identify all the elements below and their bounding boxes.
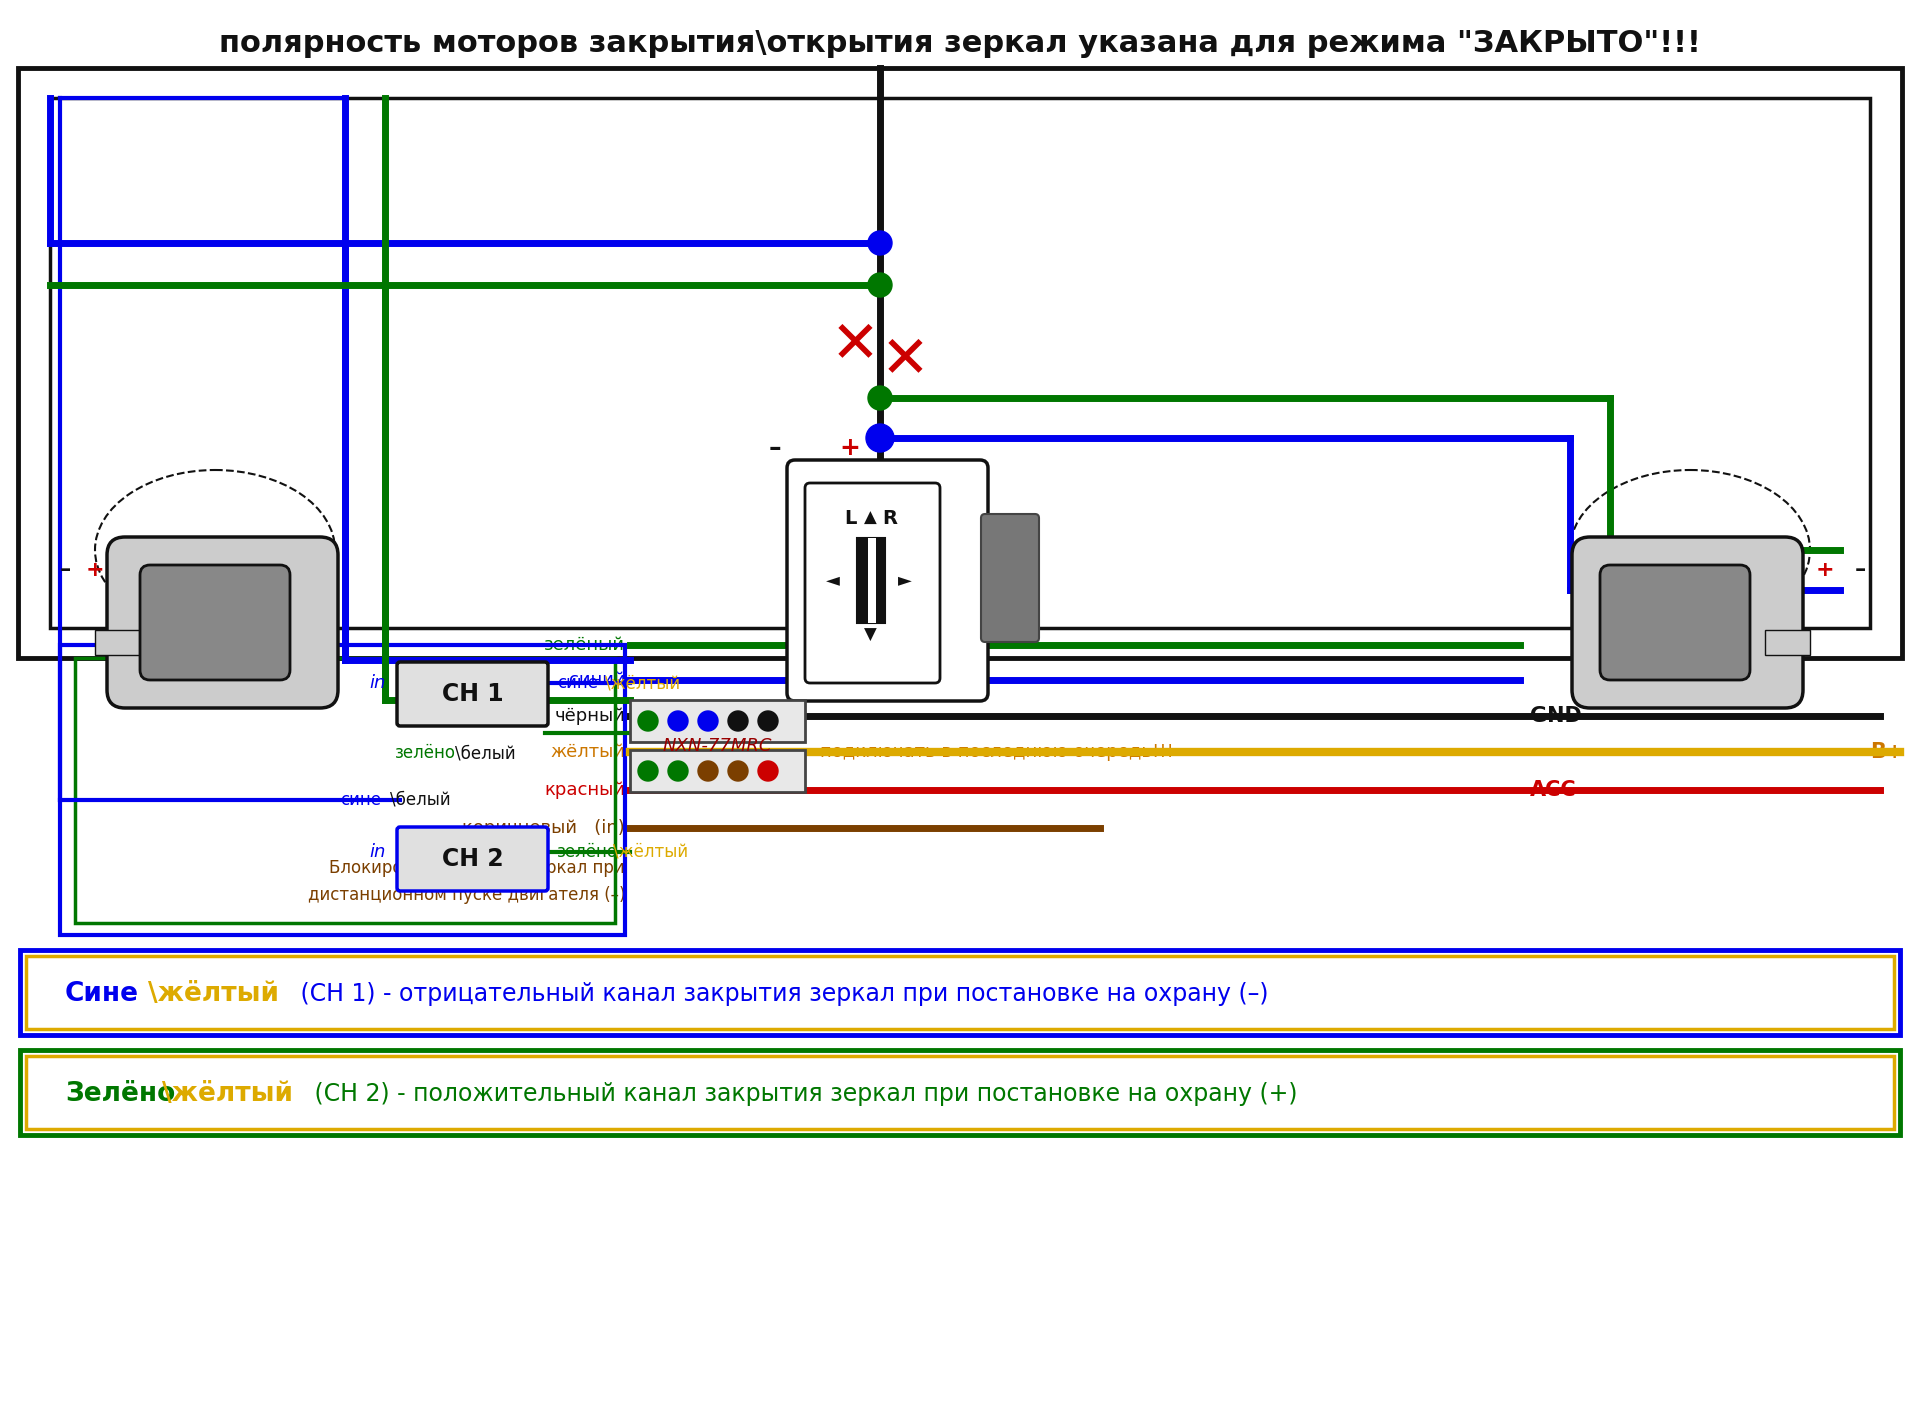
FancyBboxPatch shape — [1572, 536, 1803, 708]
Text: ▲: ▲ — [864, 510, 876, 526]
Circle shape — [868, 272, 893, 298]
Circle shape — [668, 710, 687, 731]
Text: зелёно: зелёно — [396, 744, 457, 762]
FancyBboxPatch shape — [108, 536, 338, 708]
Bar — [94, 630, 140, 656]
Text: –: – — [60, 560, 71, 580]
Text: ▼: ▼ — [864, 626, 876, 644]
Text: сине: сине — [340, 790, 380, 809]
Bar — [868, 538, 876, 623]
Text: L: L — [843, 508, 856, 528]
Bar — [630, 750, 804, 792]
Bar — [19, 951, 1901, 1035]
FancyBboxPatch shape — [1599, 564, 1749, 680]
FancyBboxPatch shape — [140, 564, 290, 680]
Text: –: – — [1855, 560, 1866, 580]
FancyBboxPatch shape — [787, 461, 989, 701]
Text: синий: синий — [568, 671, 626, 689]
Circle shape — [758, 761, 778, 781]
Text: \белый: \белый — [390, 790, 451, 809]
Circle shape — [728, 761, 749, 781]
Bar — [27, 956, 1893, 1029]
Text: \жёлтый: \жёлтый — [161, 1081, 294, 1106]
Text: –: – — [768, 437, 781, 461]
Text: дистанционном пуске двигателя (–): дистанционном пуске двигателя (–) — [307, 886, 626, 904]
Text: \жёлтый: \жёлтый — [605, 674, 680, 692]
Text: (СН 2) - положительный канал закрытия зеркал при постановке на охрану (+): (СН 2) - положительный канал закрытия зе… — [307, 1082, 1298, 1106]
FancyBboxPatch shape — [397, 663, 547, 726]
Text: ✕: ✕ — [881, 331, 929, 389]
Text: (СН 1) - отрицательный канал закрытия зеркал при постановке на охрану (–): (СН 1) - отрицательный канал закрытия зе… — [294, 981, 1269, 1007]
Circle shape — [866, 424, 895, 452]
Text: \белый: \белый — [455, 744, 516, 762]
Text: зелёно: зелёно — [557, 842, 618, 861]
Circle shape — [758, 710, 778, 731]
Text: NXN-77MRC: NXN-77MRC — [662, 737, 772, 755]
Bar — [60, 644, 626, 935]
Text: \жёлтый: \жёлтый — [148, 981, 278, 1007]
Text: коричневый   (in): коричневый (in) — [463, 819, 626, 837]
Text: B+: B+ — [1870, 741, 1903, 762]
Circle shape — [699, 761, 718, 781]
Circle shape — [868, 232, 893, 256]
Text: Зелёно: Зелёно — [65, 1081, 175, 1106]
Circle shape — [668, 761, 687, 781]
Text: +: + — [839, 437, 860, 461]
Bar — [27, 1056, 1893, 1129]
Text: GND: GND — [1530, 706, 1582, 726]
Circle shape — [637, 761, 659, 781]
Text: ◄: ◄ — [826, 571, 839, 590]
Text: зелёный: зелёный — [543, 636, 626, 654]
Bar — [17, 67, 1903, 658]
Text: подключать в последнюю очередь!!!: подключать в последнюю очередь!!! — [820, 743, 1173, 761]
Text: in: in — [371, 842, 386, 861]
Text: ACC: ACC — [1530, 781, 1576, 800]
Circle shape — [637, 710, 659, 731]
Ellipse shape — [94, 470, 334, 630]
Bar — [1764, 630, 1811, 656]
Bar — [75, 658, 614, 922]
Circle shape — [868, 386, 893, 410]
Text: ►: ► — [899, 571, 912, 590]
Text: in: in — [371, 674, 386, 692]
Text: СН 2: СН 2 — [442, 847, 503, 870]
Text: чёрный: чёрный — [555, 708, 626, 724]
Text: +: + — [1816, 560, 1834, 580]
Text: \жёлтый: \жёлтый — [612, 842, 687, 861]
Text: красный: красный — [543, 781, 626, 799]
Circle shape — [699, 710, 718, 731]
Text: Блокировка открытия зеркал при: Блокировка открытия зеркал при — [330, 859, 626, 878]
Text: жёлтый: жёлтый — [549, 743, 626, 761]
Text: R: R — [883, 508, 897, 528]
Bar — [50, 98, 1870, 628]
Circle shape — [728, 710, 749, 731]
Bar — [630, 701, 804, 741]
Text: СН 1: СН 1 — [442, 682, 503, 706]
Text: сине: сине — [557, 674, 597, 692]
Text: полярность моторов закрытия\открытия зеркал указана для режима "ЗАКРЫТО"!!!: полярность моторов закрытия\открытия зер… — [219, 28, 1701, 58]
FancyBboxPatch shape — [804, 483, 941, 682]
Bar — [856, 538, 885, 623]
Text: +: + — [86, 560, 104, 580]
Ellipse shape — [1571, 470, 1811, 630]
FancyBboxPatch shape — [981, 514, 1039, 642]
FancyBboxPatch shape — [397, 827, 547, 892]
Bar — [19, 1050, 1901, 1134]
Text: ✕: ✕ — [831, 316, 879, 373]
Text: Сине: Сине — [65, 981, 138, 1007]
